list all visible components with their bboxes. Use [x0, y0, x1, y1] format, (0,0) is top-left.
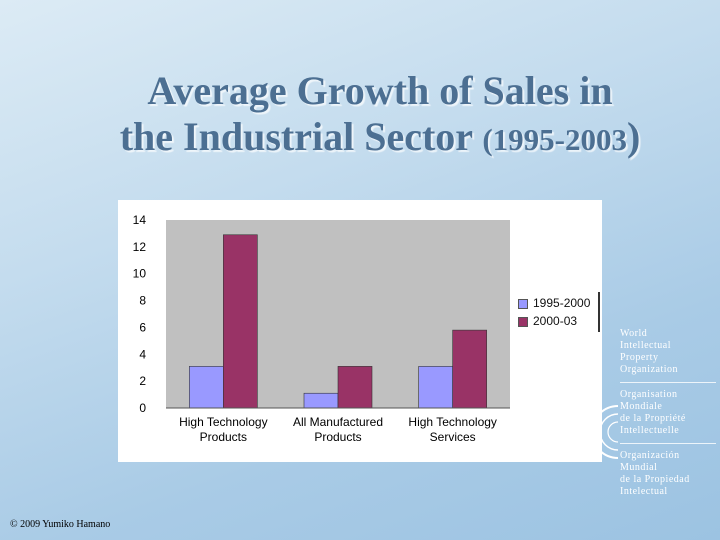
- y-tick-label-4: 8: [139, 294, 146, 308]
- legend-item-series-2: 2000-03: [518, 313, 577, 329]
- y-tick-label-1: 2: [139, 374, 146, 388]
- bar-series-2-category-2: [337, 366, 373, 409]
- title-line-1: Average Growth of Sales in: [147, 68, 613, 113]
- legend-label-series-1: 1995-2000: [533, 296, 591, 310]
- org-fr-line-3: de la Propriété: [620, 413, 686, 424]
- bar-series-1-category-3: [418, 366, 453, 409]
- org-es-line-4: Intelectual: [620, 486, 668, 497]
- title-years: (1995-2003: [482, 122, 627, 157]
- bar-series-2-category-1: [223, 234, 258, 409]
- x-tick-label-2-line-2: Products: [314, 430, 361, 444]
- org-es-line-2: Mundial: [620, 462, 658, 473]
- x-tick-label-1-line-2: Products: [200, 430, 247, 444]
- y-tick-label-5: 10: [133, 267, 147, 281]
- org-fr-line-4: Intellectuelle: [620, 425, 680, 436]
- slide-title: Average Growth of Sales in the Industria…: [60, 68, 700, 163]
- x-tick-label-3-line-1: High Technology: [408, 415, 497, 429]
- bar-series-1-category-1: [189, 366, 224, 409]
- org-es-line-3: de la Propiedad: [620, 474, 690, 485]
- title-sector-text: the Industrial Sector: [119, 114, 473, 159]
- wipo-emblem-icon: [596, 405, 619, 459]
- x-tick-label-1-line-1: High Technology: [179, 415, 268, 429]
- org-name-french: Organisation Mondiale de la Propriété In…: [620, 389, 716, 444]
- copyright-notice: © 2009 Yumiko Hamano: [10, 519, 111, 530]
- x-tick-label-3-line-2: Services: [430, 430, 476, 444]
- legend-item-series-1: 1995-2000: [518, 295, 590, 311]
- org-fr-line-2: Mondiale: [620, 401, 663, 412]
- y-tick-label-6: 12: [133, 240, 147, 254]
- legend-swatch-series-1: [518, 298, 528, 309]
- org-fr-line-1: Organisation: [620, 389, 678, 400]
- legend-swatch-series-2: [518, 316, 528, 327]
- org-en-line-4: Organization: [620, 364, 679, 375]
- title-line-2: the Industrial Sector (1995-2003): [60, 114, 700, 163]
- x-tick-label-2-line-1: All Manufactured: [293, 415, 383, 429]
- bar-series-2-category-3: [452, 329, 487, 409]
- y-tick-label-0: 0: [139, 401, 146, 415]
- org-en-line-1: World: [620, 328, 648, 339]
- org-name-spanish: Organización Mundial de la Propiedad Int…: [620, 450, 716, 498]
- title-close-paren: ): [626, 114, 641, 159]
- chart-legend: 1995-2000 2000-03: [512, 292, 600, 332]
- y-tick-label-2: 4: [139, 347, 146, 361]
- org-en-line-3: Property: [620, 352, 659, 363]
- org-es-line-1: Organización: [620, 450, 680, 461]
- y-tick-label-3: 6: [139, 320, 146, 334]
- wipo-logo-text: World Intellectual Property Organization…: [620, 328, 716, 498]
- org-en-line-2: Intellectual: [620, 340, 671, 351]
- y-tick-label-7: 14: [133, 213, 147, 227]
- bar-series-1-category-2: [303, 392, 339, 409]
- legend-label-series-2: 2000-03: [533, 314, 578, 328]
- org-name-english: World Intellectual Property Organization: [620, 328, 716, 383]
